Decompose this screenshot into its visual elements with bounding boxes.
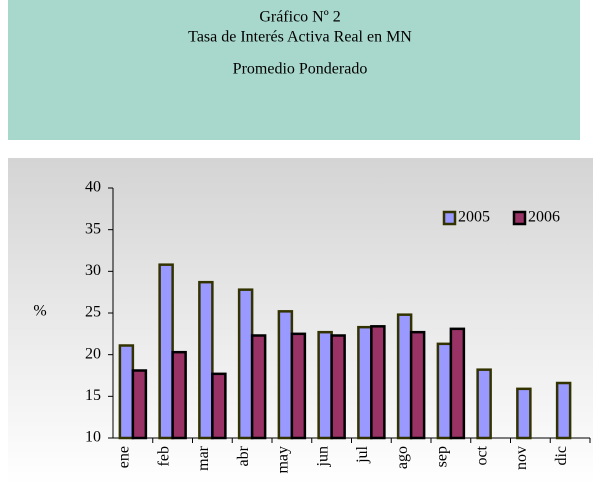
bar (409, 330, 426, 440)
y-axis-label: % (33, 303, 46, 320)
bar (330, 334, 346, 440)
header-line: Promedio Ponderado (233, 61, 368, 78)
y-tick-label: 40 (85, 179, 101, 196)
bar (357, 325, 373, 440)
x-tick-label: oct (473, 445, 490, 465)
bar (277, 310, 294, 440)
header-box (8, 0, 580, 140)
y-tick-label: 35 (85, 220, 101, 237)
bar (476, 368, 492, 440)
legend-swatch (512, 210, 527, 226)
x-tick-label: mar (195, 445, 212, 471)
x-tick-label: may (275, 446, 292, 474)
legend-label: 2006 (528, 209, 560, 226)
bar (317, 330, 333, 440)
bar (436, 342, 453, 440)
x-tick-label: ene (116, 446, 133, 468)
bar (171, 350, 187, 440)
x-tick-label: abr (235, 445, 252, 466)
bar (250, 334, 267, 440)
y-tick-label: 30 (85, 262, 101, 279)
y-tick-label: 15 (85, 387, 101, 404)
y-tick-label: 10 (85, 429, 101, 446)
legend-swatch (442, 210, 457, 226)
bar (449, 327, 466, 440)
x-tick-label: nov (513, 446, 530, 470)
bar (131, 369, 148, 440)
bar (396, 313, 413, 440)
bar (237, 288, 254, 440)
bar (516, 387, 532, 440)
bar (158, 263, 174, 440)
x-tick-label: ago (394, 446, 411, 469)
y-tick-label: 20 (85, 345, 101, 362)
header-line: Gráfico Nº 2 (259, 9, 340, 26)
bar (118, 344, 135, 440)
bar (370, 325, 386, 440)
bar (198, 280, 214, 440)
bar (211, 372, 227, 440)
bar (290, 332, 307, 440)
x-tick-label: feb (155, 446, 172, 466)
x-tick-label: jul (354, 445, 371, 463)
legend-label: 2005 (458, 209, 490, 226)
y-tick-label: 25 (85, 304, 101, 321)
header-line: Tasa de Interés Activa Real en MN (188, 29, 412, 46)
x-tick-label: sep (434, 446, 451, 467)
x-tick-label: jun (314, 446, 331, 467)
x-tick-label: dic (553, 446, 570, 466)
bar (555, 381, 572, 440)
